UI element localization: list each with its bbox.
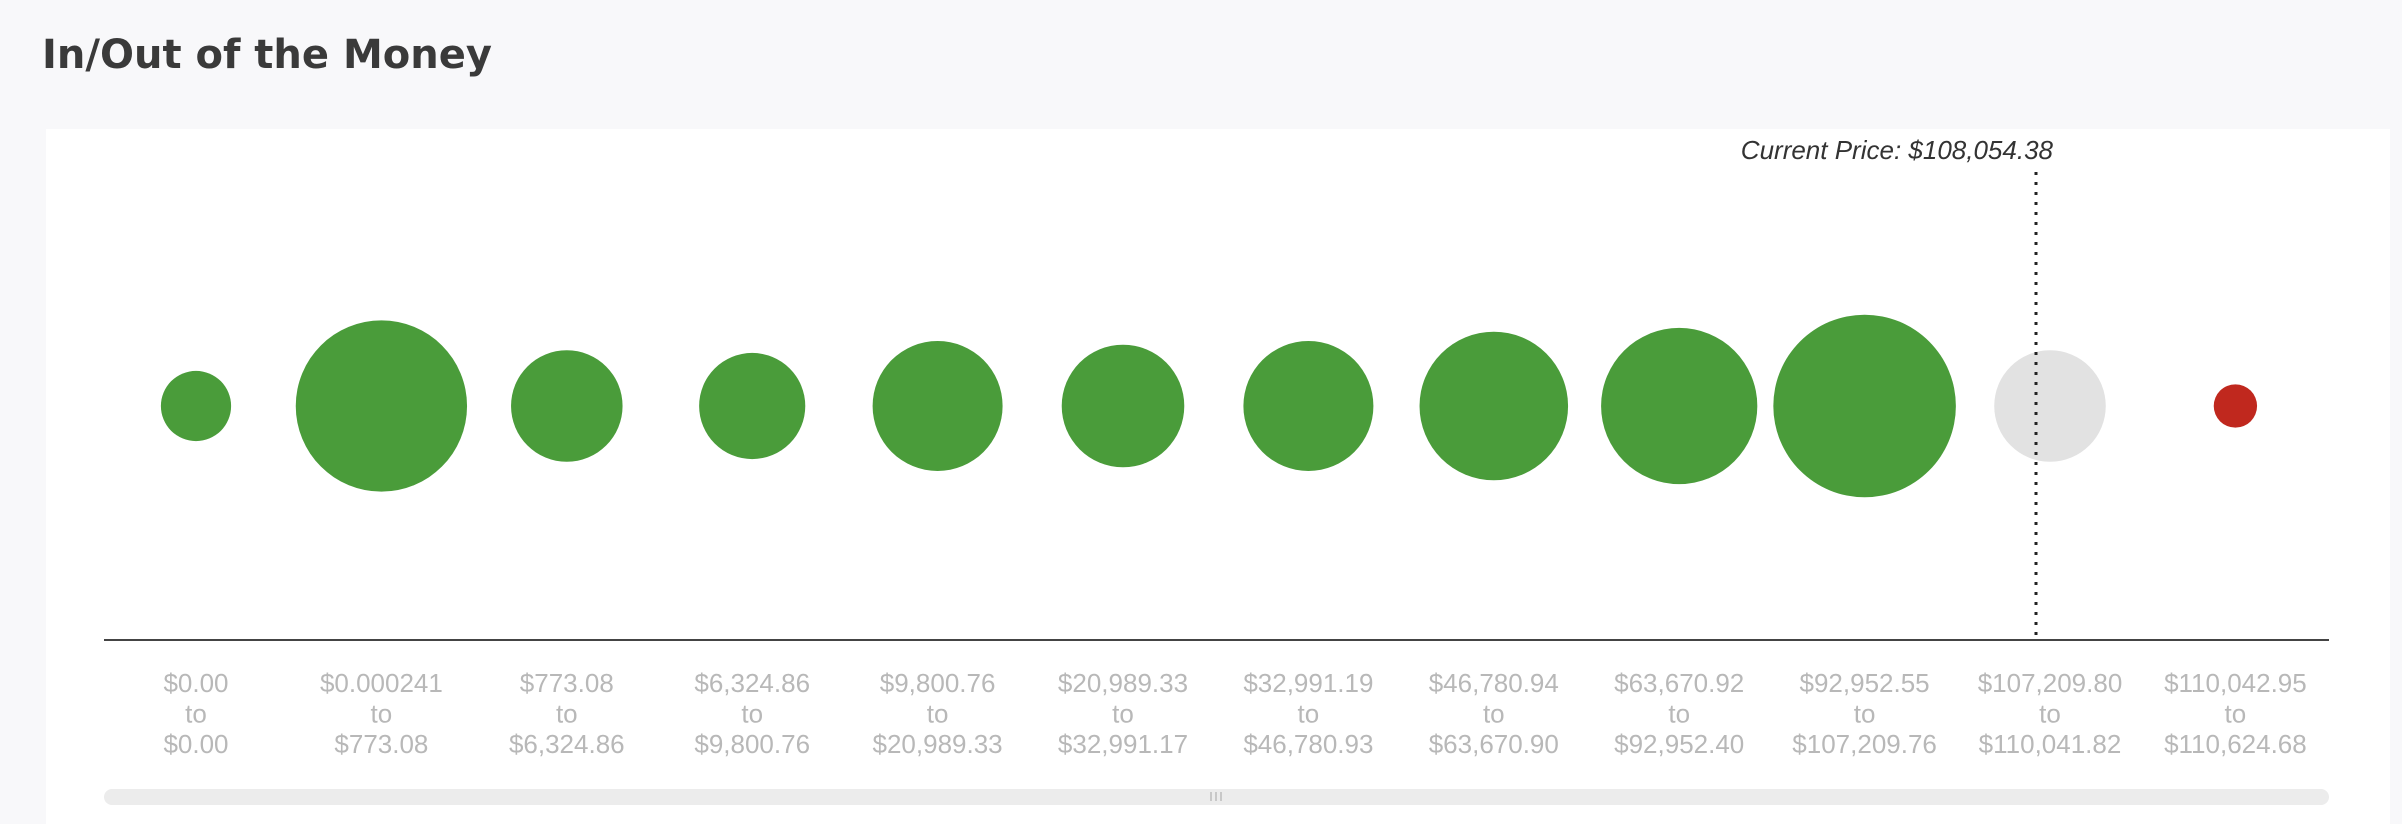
x-tick-label: to <box>1298 698 1320 728</box>
bubble <box>1601 327 1758 485</box>
x-tick-label: $773.08 <box>520 668 614 698</box>
x-tick-label: $9,800.76 <box>880 668 996 698</box>
x-tick-label: $107,209.80 <box>1978 668 2123 698</box>
bubble <box>1243 341 1374 471</box>
x-tick-label: $92,952.55 <box>1800 668 1930 698</box>
x-tick-label: $0.000241 <box>320 668 443 698</box>
current-price-label: Current Price: $108,054.38 <box>1741 135 2054 165</box>
card <box>46 129 2390 824</box>
x-tick-label: $46,780.93 <box>1243 729 1373 759</box>
bubble <box>699 352 806 460</box>
bubble <box>1061 344 1185 468</box>
x-tick-label: to <box>741 698 763 728</box>
bubble <box>1994 350 2106 462</box>
x-tick-label: $9,800.76 <box>694 729 810 759</box>
x-tick-label: $63,670.92 <box>1614 668 1744 698</box>
bubble <box>1773 314 1956 498</box>
x-tick-label: to <box>2039 698 2061 728</box>
chart-title: In/Out of the Money <box>42 32 492 78</box>
x-tick-label: to <box>185 698 207 728</box>
bubble <box>1419 331 1569 481</box>
x-tick-label: $110,042.95 <box>2164 668 2307 698</box>
bubble <box>872 341 1003 471</box>
x-tick-label: $0.00 <box>163 729 228 759</box>
x-tick-label: $110,624.68 <box>2164 729 2307 759</box>
x-tick-label: $107,209.76 <box>1792 729 1937 759</box>
scroll-handle <box>1210 792 1222 801</box>
x-tick-label: to <box>556 698 578 728</box>
x-tick-label: $46,780.94 <box>1429 668 1559 698</box>
x-tick-label: $32,991.19 <box>1243 668 1373 698</box>
x-tick-label: $20,989.33 <box>1058 668 1188 698</box>
x-tick-label: $63,670.90 <box>1429 729 1559 759</box>
bubble <box>2213 384 2258 428</box>
bubble <box>295 320 468 492</box>
x-tick-label: $32,991.17 <box>1058 729 1188 759</box>
x-tick-label: to <box>1854 698 1876 728</box>
x-tick-label: $6,324.86 <box>509 729 625 759</box>
bubble <box>511 350 623 462</box>
x-tick-label: $110,041.82 <box>1979 729 2122 759</box>
x-tick-label: $6,324.86 <box>694 668 810 698</box>
x-tick-label: to <box>1112 698 1134 728</box>
x-tick-label: $92,952.40 <box>1614 729 1744 759</box>
x-tick-label: to <box>927 698 949 728</box>
x-tick-label: to <box>1483 698 1505 728</box>
x-tick-label: $20,989.33 <box>873 729 1003 759</box>
bubbles <box>160 314 2258 498</box>
x-tick-label: $773.08 <box>334 729 428 759</box>
x-tick-label: to <box>371 698 393 728</box>
x-tick-label: to <box>2225 698 2247 728</box>
x-tick-label: to <box>1668 698 1690 728</box>
bubble <box>160 370 232 442</box>
x-tick-label: $0.00 <box>163 668 228 698</box>
